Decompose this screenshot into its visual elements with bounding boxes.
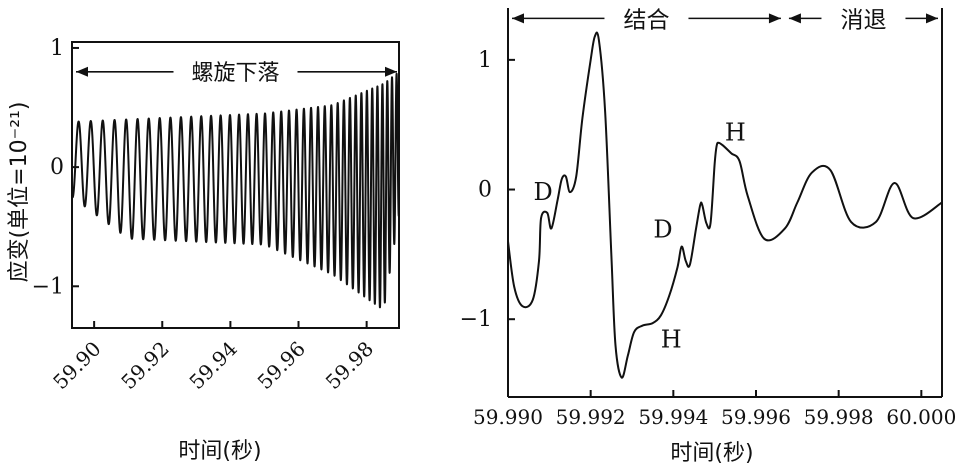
merger-phase-1-arrowhead-right bbox=[926, 13, 938, 24]
inspiral-arrowhead-right bbox=[385, 66, 397, 77]
inspiral-annotation: 螺旋下落 bbox=[76, 55, 397, 86]
merger-phase-1-arrowhead-left bbox=[788, 13, 801, 24]
inspiral-strain-series bbox=[71, 72, 400, 309]
merger-ticks: 59.990 59.992 59.994 59.996 59.998 60.000 1 0 −1 bbox=[460, 48, 957, 429]
merger-point-label-h: H bbox=[661, 326, 682, 354]
inspiral-y-tick-label: −1 bbox=[32, 274, 64, 299]
merger-phase-label: 消退 bbox=[840, 7, 886, 33]
merger-phase-label: 结合 bbox=[623, 7, 669, 33]
merger-phase-0-arrowhead-left bbox=[512, 13, 524, 24]
merger-point-label-d: D bbox=[653, 216, 672, 244]
inspiral-y-axis-label: 应变(单位=10⁻²¹) bbox=[7, 102, 32, 283]
merger-point-label-h: H bbox=[725, 118, 746, 146]
merger-point-label-d: D bbox=[534, 178, 553, 206]
merger-x-tick-label: 59.990 bbox=[473, 405, 543, 429]
merger-chart: 时间(秒) 59.990 59.992 59.994 59.996 59.998 60.0… bbox=[460, 2, 957, 466]
merger-y-tick-label: 0 bbox=[478, 178, 492, 203]
merger-x-axis-label: 时间(秒) bbox=[670, 441, 753, 466]
merger-x-tick-label: 59.992 bbox=[556, 405, 626, 429]
merger-annotations: 结合 消退 bbox=[512, 2, 938, 33]
merger-y-tick-label: 1 bbox=[478, 48, 492, 73]
merger-x-tick-label: 60.000 bbox=[886, 405, 956, 429]
merger-phase-label-backdrop bbox=[821, 2, 906, 33]
inspiral-y-tick-label: 0 bbox=[50, 155, 64, 180]
merger-phase-label-backdrop bbox=[604, 2, 689, 33]
merger-y-tick-label: −1 bbox=[460, 307, 492, 332]
inspiral-x-axis-label: 时间(秒) bbox=[178, 439, 261, 464]
inspiral-label-backdrop bbox=[173, 55, 298, 86]
inspiral-annotation-label: 螺旋下落 bbox=[191, 61, 279, 86]
merger-point-labels: D D H H bbox=[534, 118, 746, 353]
inspiral-x-tick-label: 59.92 bbox=[116, 337, 173, 394]
inspiral-x-tick-label: 59.98 bbox=[321, 337, 378, 394]
inspiral-x-tick-label: 59.90 bbox=[48, 337, 105, 394]
merger-phase-0-arrowhead-right bbox=[768, 13, 781, 24]
merger-x-tick-label: 59.996 bbox=[721, 405, 791, 429]
merger-x-tick-label: 59.994 bbox=[638, 405, 708, 429]
inspiral-chart: 应变(单位=10⁻²¹) 时间(秒) 59.90 59.92 59.94 59.96 5… bbox=[7, 36, 400, 464]
inspiral-arrowhead-left bbox=[76, 66, 88, 77]
merger-strain-series bbox=[507, 31, 943, 379]
inspiral-x-tick-label: 59.96 bbox=[253, 337, 310, 394]
inspiral-y-tick-label: 1 bbox=[50, 36, 64, 61]
inspiral-x-tick-label: 59.94 bbox=[184, 337, 241, 394]
merger-x-tick-label: 59.998 bbox=[804, 405, 874, 429]
